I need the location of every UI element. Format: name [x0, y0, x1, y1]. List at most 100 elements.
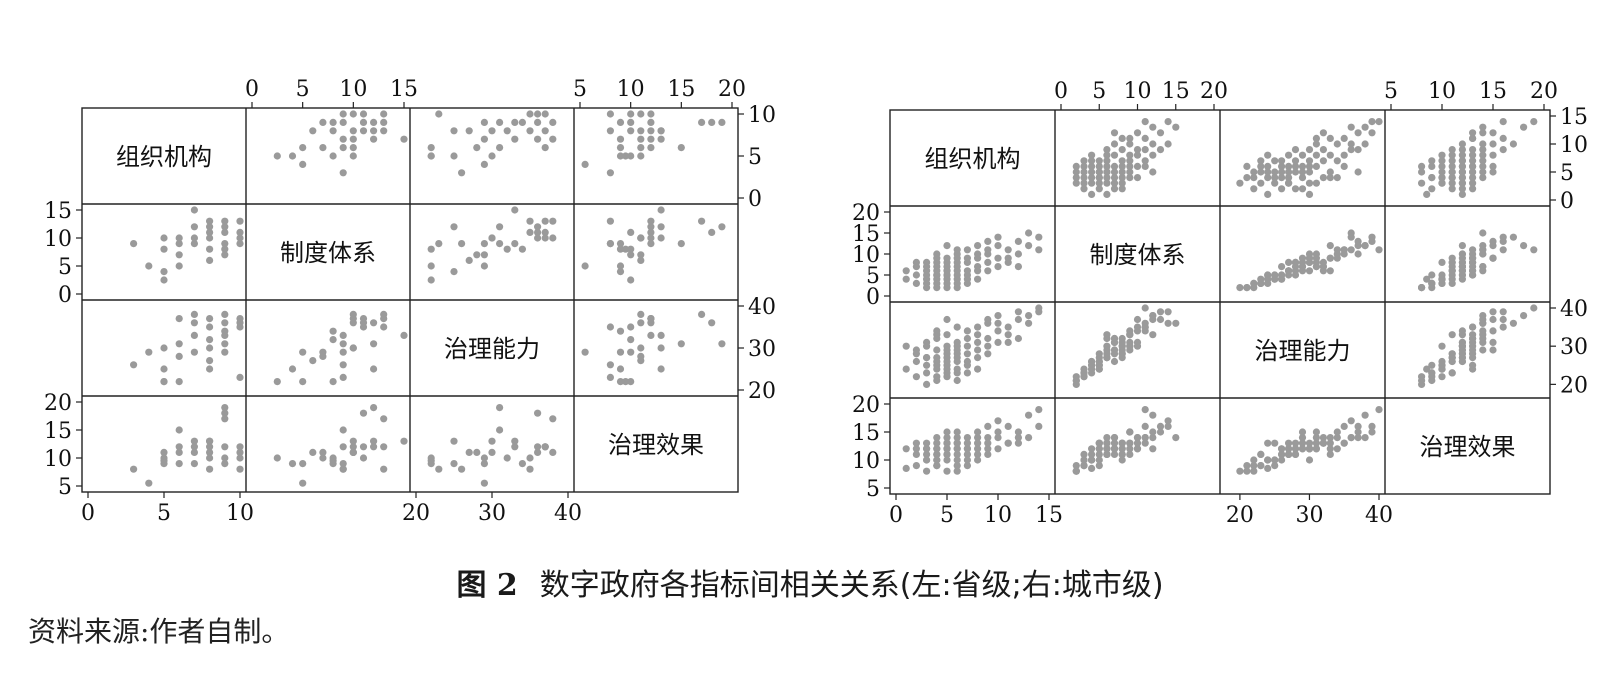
- right-point: [1499, 134, 1507, 142]
- right-x-tick-label: 20: [1226, 503, 1254, 528]
- right-point: [1438, 157, 1446, 165]
- right-point: [994, 254, 1002, 262]
- right-point: [1354, 434, 1362, 442]
- right-point: [1103, 179, 1111, 187]
- left-point: [175, 315, 183, 323]
- right-point: [1354, 168, 1362, 176]
- right-point: [1438, 275, 1446, 283]
- right-point: [1103, 174, 1111, 182]
- left-point: [534, 223, 542, 231]
- right-point: [953, 284, 961, 292]
- left-y-tick-label: 10: [748, 103, 776, 128]
- right-y-tick-label: 5: [1560, 161, 1574, 186]
- right-point: [1243, 162, 1251, 170]
- left-point: [160, 378, 168, 386]
- left-point: [606, 217, 615, 225]
- right-point: [1354, 250, 1362, 258]
- right-point: [953, 428, 961, 436]
- right-point: [963, 254, 972, 262]
- right-point: [1361, 411, 1369, 419]
- right-point: [1285, 151, 1293, 159]
- right-point: [1103, 334, 1111, 343]
- right-point: [1418, 162, 1426, 170]
- right-y-tick-label: 5: [866, 477, 880, 502]
- left-point: [339, 348, 347, 356]
- right-point: [1103, 350, 1111, 358]
- right-point: [1250, 284, 1258, 292]
- right-point: [994, 312, 1002, 320]
- right-point: [1257, 279, 1265, 287]
- right-point: [1257, 179, 1265, 187]
- left-point: [206, 256, 214, 264]
- right-point: [1118, 146, 1126, 154]
- left-y-tick-label: 10: [44, 227, 72, 252]
- right-point: [1458, 327, 1466, 335]
- left-point: [534, 234, 542, 242]
- right-point: [1126, 157, 1134, 165]
- right-point: [974, 275, 982, 283]
- right-point: [1333, 434, 1341, 442]
- left-point: [541, 228, 549, 236]
- right-point: [1110, 346, 1119, 354]
- left-x-tick-label: 5: [573, 77, 587, 102]
- right-point: [1428, 271, 1436, 279]
- right-point: [943, 331, 951, 339]
- right-point: [923, 271, 931, 279]
- right-point: [1103, 445, 1111, 453]
- right-point: [1375, 406, 1383, 414]
- right-point: [1133, 439, 1142, 447]
- right-point: [1126, 338, 1134, 346]
- left-point: [581, 262, 589, 270]
- right-point: [1361, 123, 1369, 131]
- right-point: [1156, 315, 1165, 324]
- right-point: [933, 450, 941, 458]
- right-point: [1164, 417, 1172, 425]
- left-point: [359, 110, 368, 118]
- right-point: [1257, 162, 1265, 170]
- right-point: [1110, 151, 1119, 159]
- right-point: [1354, 242, 1362, 250]
- left-point: [339, 361, 347, 369]
- left-point: [236, 443, 244, 451]
- right-point: [1428, 174, 1436, 182]
- right-point: [1118, 134, 1126, 142]
- left-point: [534, 409, 542, 417]
- left-point: [236, 454, 244, 462]
- left-point: [627, 323, 635, 331]
- right-point: [1004, 338, 1012, 346]
- right-point: [902, 267, 910, 275]
- right-point: [1499, 315, 1507, 324]
- right-point: [933, 434, 941, 442]
- left-point: [606, 323, 615, 331]
- caption-text: 数字政府各指标间相关关系(左:省级;右:城市级): [539, 568, 1164, 603]
- right-point: [953, 456, 961, 464]
- left-point: [160, 276, 168, 284]
- left-point: [206, 234, 214, 242]
- left-y-tick-label: 30: [748, 337, 776, 362]
- left-point: [647, 135, 655, 143]
- left-point: [329, 152, 337, 160]
- right-point: [943, 346, 951, 354]
- left-point: [488, 127, 496, 135]
- left-point: [400, 437, 408, 445]
- right-point: [1326, 168, 1334, 176]
- right-point: [1428, 279, 1436, 287]
- right-point: [912, 373, 921, 381]
- left-point: [465, 256, 473, 264]
- right-point: [1305, 162, 1314, 170]
- right-point: [1103, 434, 1111, 442]
- left-point: [518, 245, 527, 253]
- left-point: [581, 160, 589, 168]
- left-point: [503, 454, 511, 462]
- left-point: [677, 340, 685, 348]
- right-point: [943, 361, 951, 369]
- right-point: [1333, 250, 1341, 258]
- right-point: [1164, 319, 1172, 327]
- left-point: [647, 315, 655, 323]
- right-point: [1368, 233, 1376, 241]
- right-point: [1118, 157, 1126, 165]
- right-variable-label: 治理能力: [1255, 337, 1351, 365]
- right-point: [1312, 179, 1320, 187]
- left-point: [541, 127, 549, 135]
- left-point: [221, 409, 229, 417]
